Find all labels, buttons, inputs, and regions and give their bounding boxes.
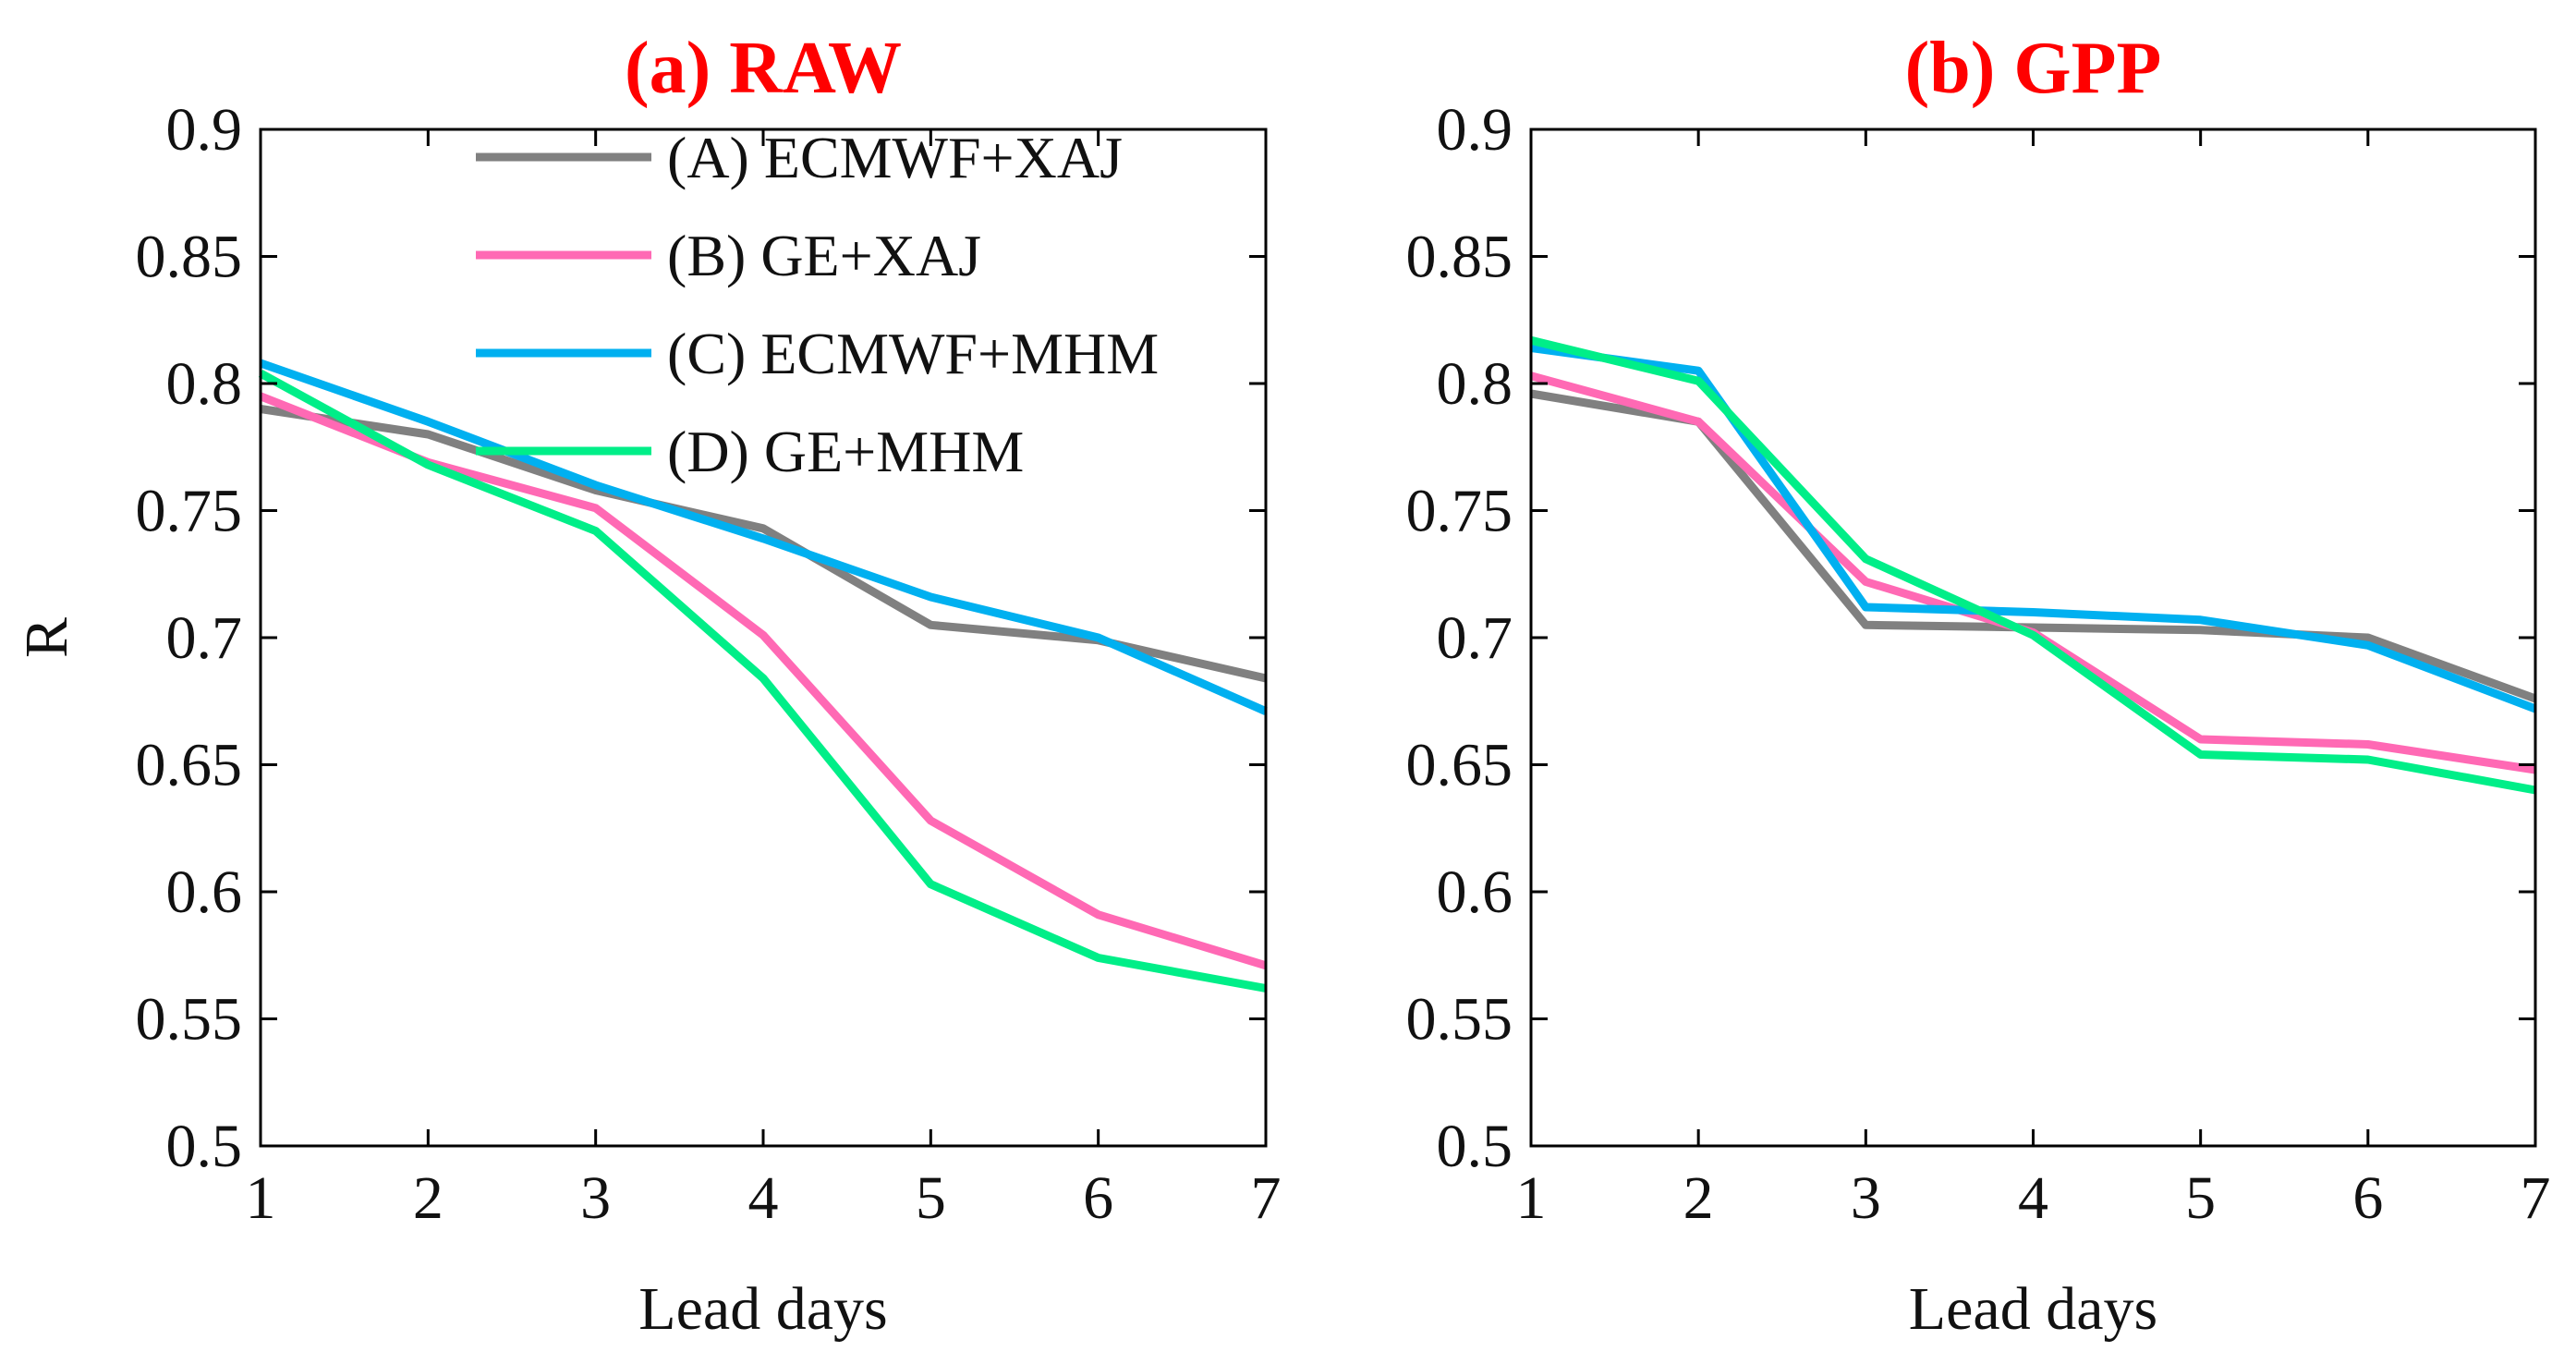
series-lines [1529,335,2537,795]
legend-label: (C) ECMWF+MHM [667,321,1159,386]
legend-label: (D) GE+MHM [667,419,1024,484]
y-tick-label: 0.9 [1437,96,1513,164]
y-tick-label: 0.7 [166,604,243,672]
x-tick-label: 3 [1851,1164,1881,1232]
x-tick-label: 7 [2521,1164,2551,1232]
x-tick-label: 4 [748,1164,779,1232]
y-tick-label: 0.8 [166,350,243,418]
y-tick-label: 0.75 [1406,478,1513,545]
x-tick-label: 6 [2352,1164,2383,1232]
legend-label: (A) ECMWF+XAJ [667,125,1123,190]
x-tick-label: 4 [2018,1164,2048,1232]
series-line-c [1530,344,2537,713]
y-tick-label: 0.8 [1437,350,1513,418]
y-tick-label: 0.55 [136,986,243,1054]
y-tick-label: 0.5 [1437,1113,1513,1180]
x-tick-label: 5 [2185,1164,2216,1232]
y-tick-label: 0.85 [1406,224,1513,291]
x-tick-label: 1 [1516,1164,1547,1232]
y-axis-label: R [13,617,80,658]
x-axis-label: Lead days [638,1275,887,1343]
x-tick-label: 6 [1083,1164,1113,1232]
x-tick-label: 7 [1251,1164,1282,1232]
series-lines [258,359,1268,993]
y-tick-label: 0.65 [1406,732,1513,799]
series-line-d [1529,335,2536,795]
legend: (A) ECMWF+XAJ (B) GE+XAJ (C) ECMWF+MHM (D) … [476,125,1159,484]
panel-raw: 1 2 3 4 5 6 7 0.5 0.55 0.6 0.65 0.7 0.75 0.8 0.85 0.9 (a… [13,28,1282,1343]
x-tick-label: 1 [246,1164,276,1232]
y-tick-label: 0.7 [1437,604,1513,672]
y-tick-label: 0.55 [1406,986,1513,1054]
panel-title: (a) RAW [625,28,902,109]
x-tick-label: 2 [1683,1164,1714,1232]
x-axis-label: Lead days [1909,1275,2157,1343]
x-tick-label: 2 [413,1164,444,1232]
y-tick-label: 0.9 [166,96,243,164]
series-line-d [258,370,1267,993]
y-tick-label: 0.75 [136,478,243,545]
y-tick-label: 0.5 [166,1113,243,1180]
legend-label: (B) GE+XAJ [667,223,981,288]
series-line-c [259,359,1268,715]
y-tick-label: 0.65 [136,732,243,799]
series-line-b [1529,371,2536,774]
y-tick-label: 0.6 [1437,859,1513,926]
x-tick-label: 5 [916,1164,946,1232]
panel-title: (b) GPP [1905,28,2162,109]
panel-gpp: 1 2 3 4 5 6 7 0.5 0.55 0.6 0.65 0.7 0.75 0.8 0.85 0.9 (b… [1406,28,2551,1343]
x-tick-label: 3 [580,1164,611,1232]
y-tick-label: 0.6 [166,859,243,926]
y-tick-label: 0.85 [136,224,243,291]
